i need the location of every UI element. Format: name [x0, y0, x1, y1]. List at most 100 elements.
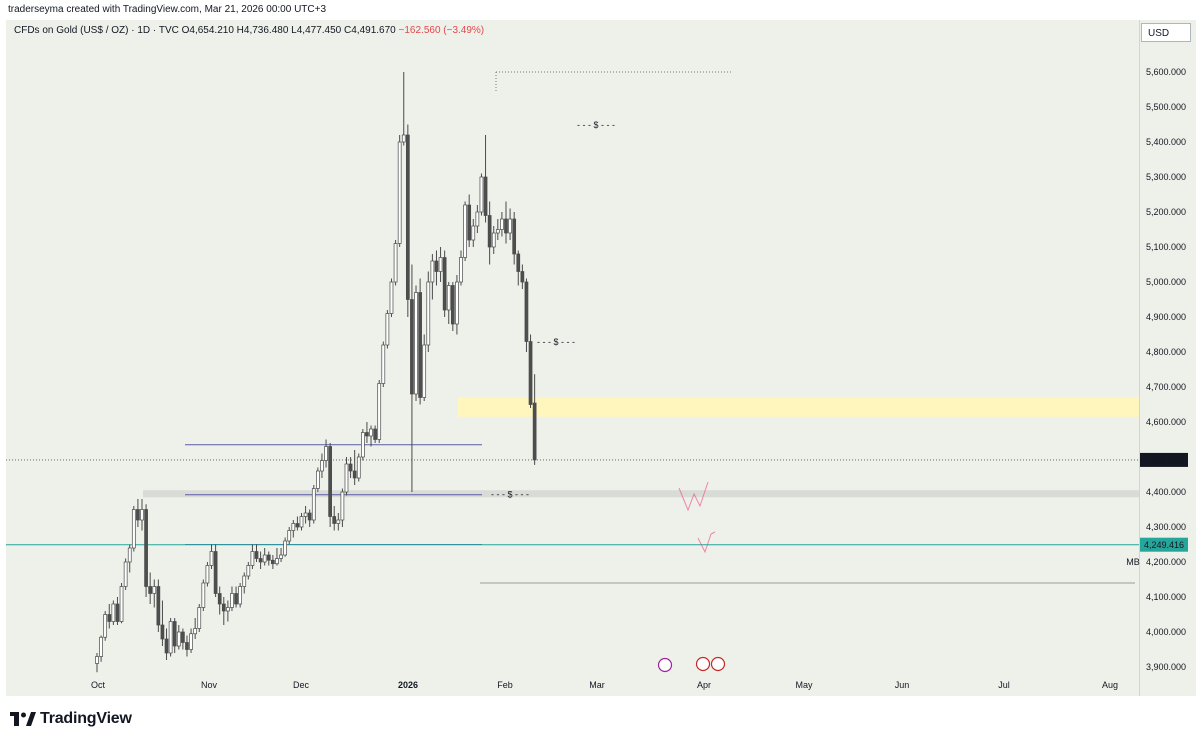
currency-selector[interactable]: USD: [1141, 23, 1191, 42]
tradingview-logo-icon: [10, 712, 36, 726]
legend-change: −162.560 (−3.49%): [398, 25, 485, 36]
x-tick-label: Nov: [201, 680, 218, 690]
candle: [524, 281, 529, 342]
candle: [516, 253, 521, 272]
candle: [442, 257, 447, 311]
candle: [254, 551, 259, 559]
candle: [197, 607, 202, 629]
candle: [426, 281, 431, 346]
candle: [418, 292, 422, 398]
candle: [311, 488, 316, 521]
chart-caption: traderseyma created with TradingView.com…: [8, 4, 327, 15]
candle: [434, 260, 439, 272]
legend-symbol[interactable]: CFDs on Gold (US$ / OZ) · 1D · TVC: [14, 25, 179, 36]
candle: [226, 607, 230, 612]
x-tick-label: Jun: [895, 680, 910, 690]
candle: [234, 593, 238, 605]
x-tick-label: 2026: [398, 680, 418, 690]
candle: [115, 603, 120, 622]
x-tick-label: Jul: [998, 680, 1010, 690]
candle: [107, 614, 112, 622]
candle: [262, 554, 267, 563]
candle: [316, 470, 320, 489]
candle: [389, 281, 394, 314]
x-tick-label: Aug: [1102, 680, 1118, 690]
y-tick-label: 5,000.000: [1146, 277, 1186, 287]
candle: [385, 313, 390, 346]
candle: [172, 621, 177, 647]
candle: [508, 218, 512, 234]
x-tick-label: Mar: [589, 680, 605, 690]
candle: [156, 586, 161, 626]
supply-zone[interactable]: [458, 397, 1139, 417]
y-tick-label: 4,000.000: [1146, 627, 1186, 637]
candle: [422, 344, 427, 398]
y-tick-label: 4,200.000: [1146, 557, 1186, 567]
support-price-label: 4,249.416: [1144, 540, 1184, 550]
candle: [483, 176, 488, 216]
candle: [303, 512, 308, 517]
candle: [193, 628, 198, 635]
event-icon-lightning[interactable]: [657, 657, 673, 673]
candle: [250, 551, 255, 566]
candle: [405, 134, 410, 300]
candle: [111, 603, 116, 622]
candle: [410, 299, 414, 395]
candle: [520, 271, 525, 283]
candle: [475, 211, 480, 227]
grey-band[interactable]: [143, 490, 1139, 498]
price-marker-dollar: - - - $ - - -: [577, 120, 615, 130]
event-icon-us-flag[interactable]: [695, 656, 711, 672]
y-tick-label: 5,200.000: [1146, 207, 1186, 217]
candle: [356, 456, 361, 479]
candle: [373, 428, 377, 440]
x-tick-label: Dec: [293, 680, 310, 690]
candle: [344, 463, 349, 493]
candle: [148, 586, 153, 594]
event-icon-us-flag[interactable]: [710, 656, 726, 672]
symbol-legend: CFDs on Gold (US$ / OZ) · 1D · TVC O4,65…: [14, 25, 484, 36]
candle: [123, 561, 128, 587]
candle: [140, 509, 144, 521]
tradingview-logo[interactable]: TradingView: [10, 710, 132, 728]
candle: [381, 344, 386, 384]
candle: [213, 551, 218, 594]
candle: [209, 551, 214, 566]
candle: [131, 509, 136, 549]
candle: [164, 638, 169, 654]
candle: [295, 523, 300, 528]
candle: [455, 281, 459, 325]
candle: [479, 176, 484, 213]
candle: [369, 428, 373, 437]
candle: [528, 341, 533, 405]
candle: [287, 530, 292, 542]
price-marker-dollar: - - - $ - - -: [491, 489, 529, 499]
candle: [438, 257, 443, 272]
candle: [136, 509, 140, 521]
price-scale[interactable]: [1139, 20, 1196, 696]
candle: [361, 432, 365, 458]
y-tick-label: 5,300.000: [1146, 172, 1186, 182]
candle: [95, 656, 99, 664]
mb-label: MB: [1126, 557, 1140, 567]
legend-low: L4,477.450: [291, 25, 342, 36]
candle: [283, 540, 287, 556]
candle: [181, 631, 185, 643]
y-tick-label: 5,400.000: [1146, 137, 1186, 147]
candle: [238, 586, 242, 605]
candle: [487, 215, 492, 248]
candle: [242, 575, 247, 587]
candle: [127, 547, 132, 563]
candle: [414, 292, 418, 395]
candle: [266, 554, 271, 561]
candle: [205, 565, 210, 584]
support-price-badge: [1140, 537, 1188, 552]
x-tick-label: Apr: [697, 680, 711, 690]
candle: [512, 218, 517, 255]
x-tick-label: May: [795, 680, 813, 690]
y-tick-label: 3,900.000: [1146, 662, 1186, 672]
candle: [320, 460, 324, 472]
candle: [348, 463, 353, 472]
candle: [221, 603, 226, 612]
